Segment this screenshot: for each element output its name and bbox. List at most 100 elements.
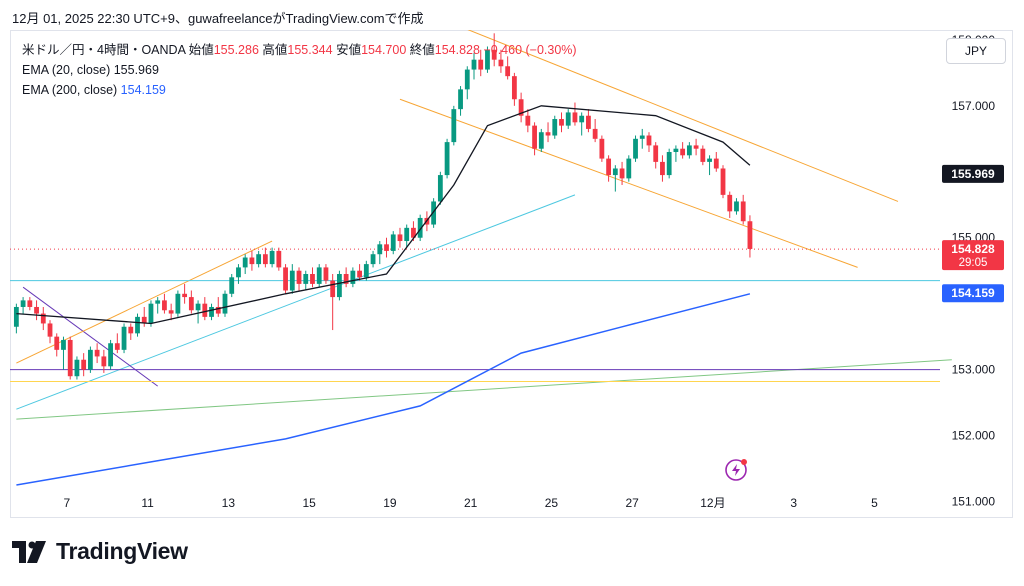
candle-body (747, 221, 753, 249)
last-price-tag (942, 240, 1004, 271)
candle-body (61, 339, 66, 350)
candle-body (586, 115, 591, 129)
chart-legend: 米ドル／円・4時間・OANDA 始値155.286 高値155.344 安値15… (22, 40, 577, 100)
change-value: −0.460 (−0.30%) (483, 43, 577, 57)
candle-body (249, 257, 255, 265)
candle-body (713, 158, 719, 169)
candle-body (612, 168, 618, 176)
y-tick-label-0: 151.000 (952, 495, 996, 509)
candle-body (693, 145, 699, 149)
candle-body (81, 359, 87, 370)
x-tick-label-5: 21 (464, 496, 478, 510)
candle-body (188, 297, 194, 311)
candle-body (525, 115, 531, 126)
candle-body (135, 316, 140, 334)
candle-body (734, 201, 739, 212)
currency-button[interactable]: JPY (946, 38, 1006, 64)
open-label: 始値 (188, 43, 214, 57)
ema20-line (16, 105, 751, 325)
candle-body (350, 270, 356, 284)
low-value: 154.700 (361, 43, 407, 57)
candle-body (639, 135, 645, 139)
candle-body (740, 201, 746, 222)
candle-body (505, 66, 511, 77)
candle-body (680, 148, 686, 156)
candle-body (592, 128, 598, 139)
candle-body (511, 76, 517, 100)
candle-body (13, 306, 19, 327)
candle-body (559, 119, 564, 126)
candle-body (87, 349, 93, 370)
candle-body (215, 306, 221, 314)
candle-body (337, 274, 342, 298)
close-label: 終値 (409, 43, 435, 57)
x-tick-label-8: 12月 (700, 496, 725, 510)
tradingview-logo-icon (12, 540, 46, 563)
candle-body (646, 135, 652, 146)
candle-body (370, 254, 376, 265)
low-label: 安値 (336, 43, 362, 57)
candle-body (175, 293, 181, 314)
candle-body (101, 356, 107, 367)
candle-body (660, 161, 665, 176)
ema20-row[interactable]: EMA (20, close) 155.969 (22, 60, 577, 80)
candle-body (330, 280, 336, 298)
candle-body (262, 254, 268, 265)
candle-body (532, 125, 537, 149)
candle-body (148, 303, 154, 324)
candle-body (545, 132, 551, 136)
tradingview-brand-text: TradingView (56, 538, 188, 564)
price-chart[interactable]: 151.000152.000153.000155.000157.000158.0… (10, 30, 1013, 518)
candle-body (619, 168, 625, 179)
y-tick-label-2: 153.000 (952, 363, 996, 377)
candle-body (114, 343, 120, 350)
candle-body (458, 89, 463, 110)
candle-body (727, 194, 733, 212)
candle-body (222, 293, 228, 314)
x-tick-label-10: 5 (871, 496, 878, 510)
candle-body (47, 323, 53, 337)
candle-body (242, 257, 248, 268)
x-tick-label-3: 15 (302, 496, 316, 510)
candle-body (141, 316, 147, 324)
ema200-line (16, 293, 751, 486)
x-tick-label-4: 19 (383, 496, 397, 510)
candle-body (168, 310, 174, 314)
candle-body (471, 59, 477, 70)
x-tick-label-1: 11 (141, 496, 154, 510)
candle-body (437, 175, 443, 202)
candle-body (67, 339, 73, 377)
candle-body (518, 99, 524, 116)
candle-body (464, 69, 470, 90)
candle-body (431, 201, 437, 225)
ema200-row[interactable]: EMA (200, close) 154.159 (22, 80, 577, 100)
candle-body (182, 293, 188, 298)
candle-body (74, 359, 80, 377)
candle-body (397, 234, 403, 242)
ema20-price-tag (942, 164, 1004, 183)
chart-caption: 12月 01, 2025 22:30 UTC+9、guwafreelanceがT… (12, 11, 424, 26)
candle-body (256, 254, 262, 265)
candle-body (128, 326, 134, 334)
candle-body (289, 270, 295, 291)
x-tick-label-0: 7 (63, 496, 70, 510)
candle-body (384, 244, 389, 251)
candle-body (323, 267, 329, 281)
candle-body (162, 300, 167, 311)
high-value: 155.344 (287, 43, 333, 57)
candle-body (673, 148, 679, 152)
candle-body (390, 234, 396, 251)
tradingview-logo[interactable]: TradingView (12, 538, 188, 565)
ema200-label: EMA (200, close) (22, 83, 118, 97)
candle-body (485, 49, 490, 70)
candle-body (538, 132, 544, 149)
candle-body (686, 145, 692, 156)
candle-body (700, 148, 706, 162)
y-tick-label-1: 152.000 (952, 429, 996, 443)
alert-lightning-icon[interactable] (724, 458, 748, 482)
open-value: 155.286 (213, 43, 259, 57)
candle-body (269, 250, 275, 265)
candle-body (276, 250, 282, 268)
candle-body (579, 115, 585, 123)
candle-body (316, 267, 322, 284)
